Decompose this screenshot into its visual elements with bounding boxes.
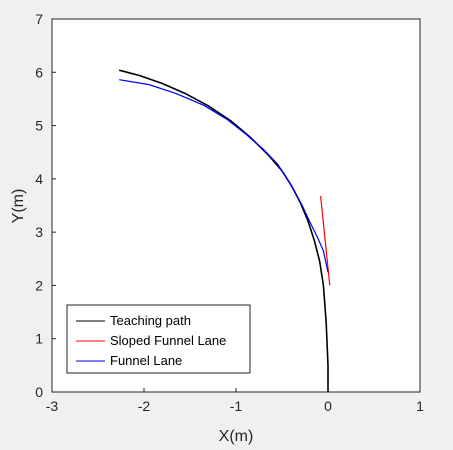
legend-box: [66, 304, 251, 374]
series-line-funnel-lane: [119, 79, 329, 273]
y-tick-label: 6: [35, 64, 43, 80]
y-axis-label: Y(m): [10, 189, 27, 224]
x-tick-label: -2: [138, 398, 151, 414]
y-axis: 0 1 2 3 4 5 6 7: [35, 11, 56, 400]
legend-label-sloped-funnel-lane: Sloped Funnel Lane: [110, 333, 226, 348]
y-tick-label: 3: [35, 224, 43, 240]
x-tick-label: 0: [324, 398, 332, 414]
series-group: [118, 69, 331, 392]
y-tick-label: 4: [35, 171, 43, 187]
legend-label-teaching-path: Teaching path: [110, 313, 191, 328]
y-tick-label: 0: [35, 384, 43, 400]
x-tick-label: -1: [230, 398, 243, 414]
y-tick-label: 7: [35, 11, 43, 27]
y-tick-label: 2: [35, 277, 43, 293]
y-tick-label: 1: [35, 331, 43, 347]
series-line-sloped-funnel-lane: [320, 195, 331, 286]
legend: Teaching path Sloped Funnel Lane Funnel …: [66, 304, 251, 374]
x-axis-label: X(m): [219, 428, 254, 445]
legend-label-funnel-lane: Funnel Lane: [110, 353, 182, 368]
x-tick-label: 1: [416, 398, 424, 414]
x-tick-label: -3: [46, 398, 59, 414]
y-tick-label: 5: [35, 118, 43, 134]
